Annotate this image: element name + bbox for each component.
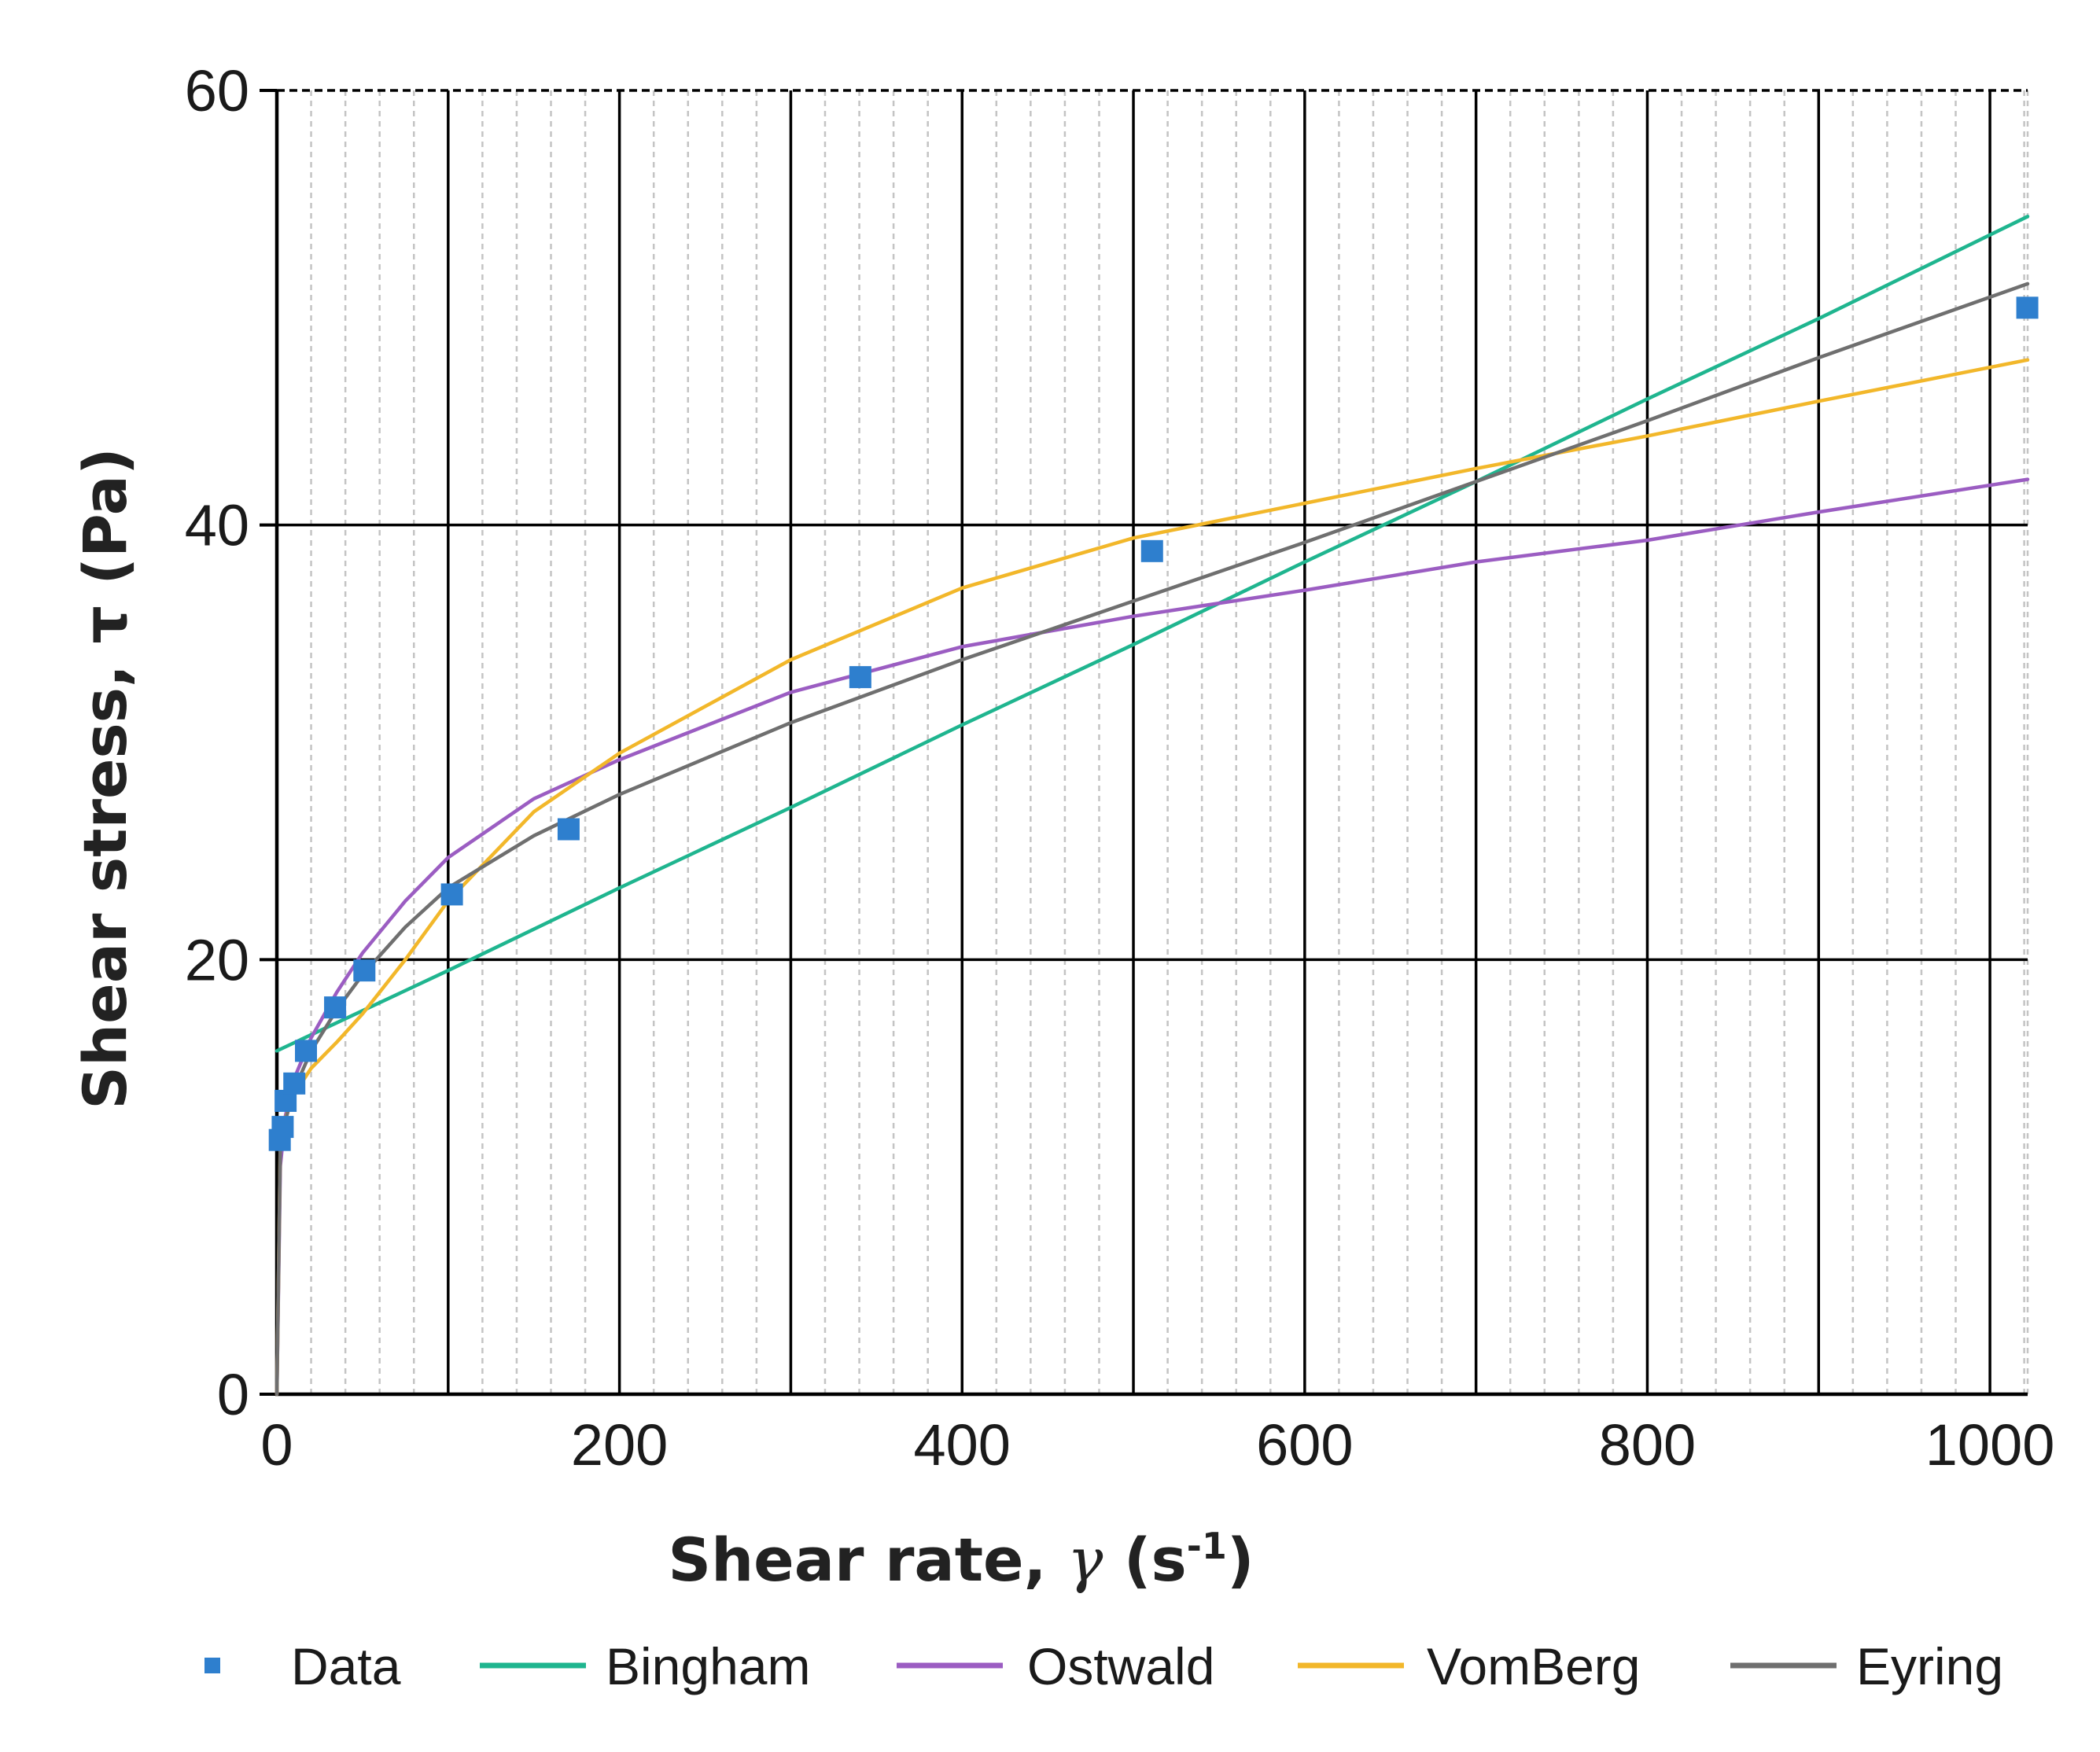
y-tick-label: 60 <box>185 58 249 123</box>
y-tick-label: 20 <box>185 927 249 992</box>
x-axis-title-unit-close: ) <box>1227 1525 1254 1595</box>
x-tick-label: 200 <box>571 1412 668 1478</box>
data-point <box>1140 539 1163 562</box>
x-axis-title-unit-open: (s <box>1103 1525 1186 1595</box>
y-tick-label: 0 <box>217 1362 249 1427</box>
legend: Data Bingham Ostwald VomBerg Eyring <box>204 1637 2003 1695</box>
legend-data-marker <box>204 1658 220 1673</box>
data-point <box>557 818 580 841</box>
data-point <box>295 1040 318 1062</box>
x-tick-label: 0 <box>260 1412 293 1478</box>
x-axis-title-main: Shear rate, <box>668 1525 1067 1595</box>
data-point <box>271 1116 294 1139</box>
x-axis-title-unit-exp: -1 <box>1187 1525 1227 1567</box>
axes <box>260 89 2028 1397</box>
y-axis-title: Shear stress, τ (Pa) <box>70 447 140 1109</box>
data-point <box>2016 296 2039 319</box>
tick-labels: 0 200 400 600 800 1000 0 20 40 60 <box>185 58 2055 1478</box>
data-point <box>440 883 463 906</box>
legend-vomberg-label: VomBerg <box>1427 1637 1640 1695</box>
legend-data-label: Data <box>291 1637 401 1695</box>
x-tick-label: 600 <box>1256 1412 1353 1478</box>
major-grid <box>277 89 2028 1394</box>
x-tick-label: 400 <box>913 1412 1010 1478</box>
legend-bingham-label: Bingham <box>606 1637 811 1695</box>
legend-ostwald-label: Ostwald <box>1027 1637 1214 1695</box>
data-point <box>849 666 871 689</box>
data-point <box>324 996 347 1019</box>
data-points <box>268 296 2039 1151</box>
y-tick-label: 40 <box>185 493 249 558</box>
minor-grid <box>310 90 2029 1394</box>
x-axis-title-symbol: γ <box>1067 1525 1103 1595</box>
x-tick-label: 1000 <box>1925 1412 2055 1478</box>
data-point <box>353 959 376 982</box>
legend-eyring-label: Eyring <box>1856 1637 2003 1695</box>
bingham-series-line <box>274 215 2030 1053</box>
x-axis-title: Shear rate, γ (s-1) <box>668 1525 1254 1595</box>
x-tick-label: 800 <box>1599 1412 1696 1478</box>
data-point <box>283 1072 306 1095</box>
